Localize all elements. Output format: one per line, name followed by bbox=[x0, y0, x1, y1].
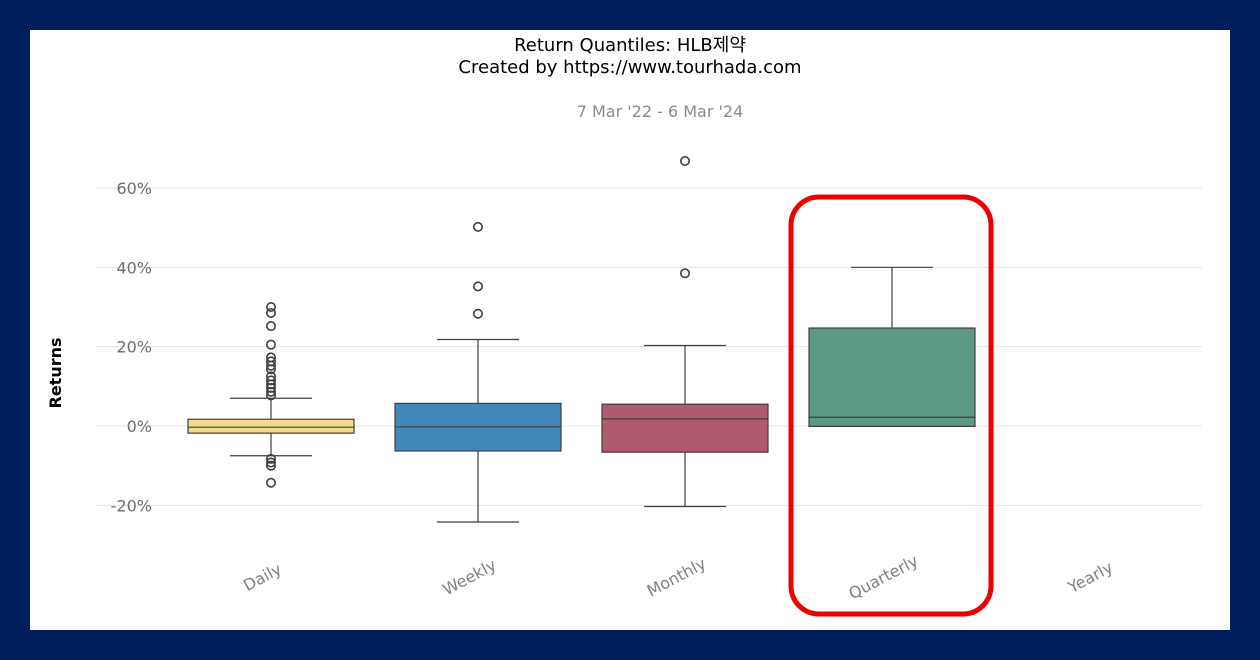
box-iqr bbox=[808, 327, 976, 427]
boxes-layer bbox=[187, 156, 976, 523]
outlier-point bbox=[266, 364, 277, 375]
x-tick-label: Daily bbox=[240, 559, 285, 595]
x-tick-label: Quarterly bbox=[846, 551, 922, 603]
x-tick-label: Yearly bbox=[1064, 558, 1116, 598]
outlier-point bbox=[266, 477, 277, 488]
y-tick-label: 60% bbox=[116, 179, 152, 198]
outlier-point bbox=[266, 307, 277, 318]
box-quarterly bbox=[808, 266, 976, 427]
outlier-point bbox=[472, 308, 483, 319]
x-tick-labels: Daily Weekly Monthly Quarterly Yearly bbox=[240, 551, 1116, 603]
outlier-point bbox=[679, 156, 690, 167]
box-iqr bbox=[601, 403, 769, 453]
outlier-point bbox=[266, 321, 277, 332]
box-plot-chart: Return Quantiles: HLB제약 Created by https… bbox=[46, 35, 1202, 617]
y-tick-label: -20% bbox=[111, 496, 152, 515]
highlight-box bbox=[788, 194, 994, 617]
chart-title-line2: Created by https://www.tourhada.com bbox=[458, 57, 801, 78]
x-tick-label: Monthly bbox=[644, 554, 709, 601]
outlier-point bbox=[266, 379, 277, 390]
outlier-point bbox=[266, 453, 277, 464]
grid-lines bbox=[95, 187, 1202, 506]
y-tick-labels: -20% 0% 20% 40% 60% bbox=[111, 179, 152, 515]
chart-panel: Return Quantiles: HLB제약 Created by https… bbox=[30, 30, 1230, 630]
outlier-point bbox=[266, 339, 277, 350]
box-monthly bbox=[601, 156, 769, 508]
outlier-point bbox=[266, 375, 277, 386]
outlier-point bbox=[472, 221, 483, 232]
x-tick-label: Weekly bbox=[439, 555, 499, 599]
box-daily bbox=[187, 301, 355, 488]
chart-title-line1: Return Quantiles: HLB제약 bbox=[514, 35, 746, 56]
y-tick-label: 0% bbox=[127, 417, 152, 436]
box-iqr bbox=[187, 418, 355, 434]
outlier-point bbox=[679, 268, 690, 279]
y-tick-label: 20% bbox=[116, 338, 152, 357]
outlier-point bbox=[266, 457, 277, 468]
outlier-point bbox=[266, 386, 277, 397]
outlier-point bbox=[266, 301, 277, 312]
date-range-subtitle: 7 Mar '22 - 6 Mar '24 bbox=[577, 102, 744, 121]
y-tick-label: 40% bbox=[116, 258, 152, 277]
box-weekly bbox=[394, 221, 562, 523]
outlier-point bbox=[472, 281, 483, 292]
highlight-layer bbox=[788, 194, 994, 617]
outlier-point bbox=[266, 460, 277, 471]
outlier-point bbox=[266, 360, 277, 371]
outlier-point bbox=[266, 390, 277, 401]
outlier-point bbox=[266, 382, 277, 393]
y-axis-label: Returns bbox=[46, 337, 65, 408]
